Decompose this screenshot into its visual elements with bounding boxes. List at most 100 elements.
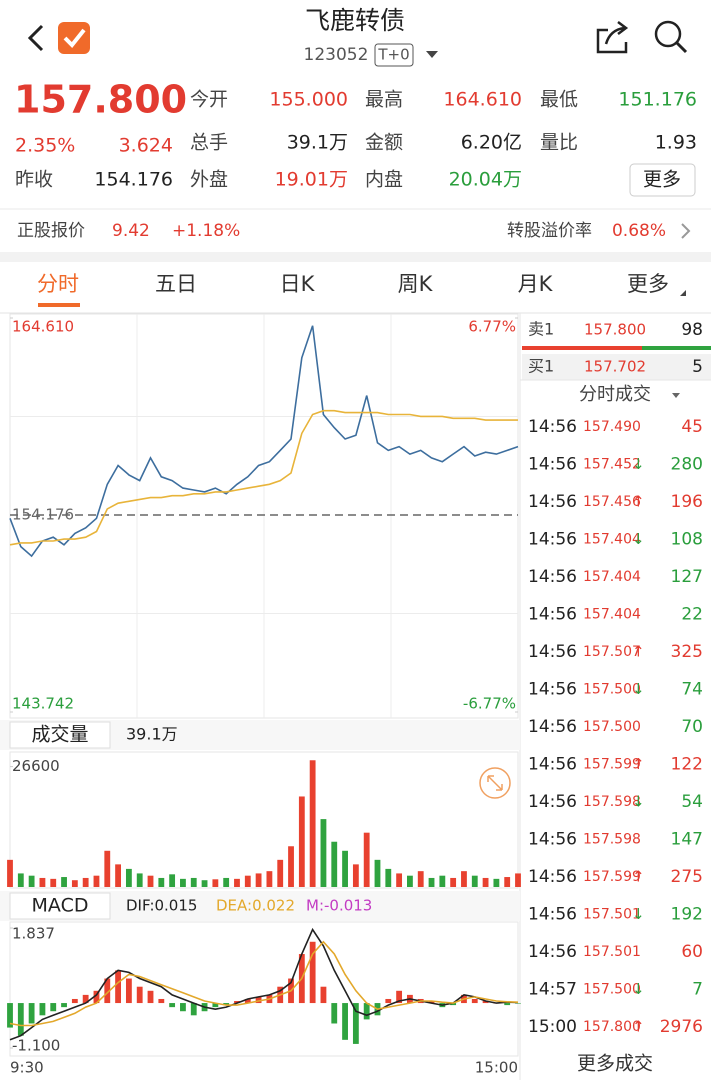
book-label: 买1 <box>528 357 554 376</box>
macd-bar <box>396 990 403 1004</box>
volume-bar <box>266 871 273 887</box>
macd-bar <box>104 978 111 1004</box>
macd-bar <box>158 998 165 1004</box>
bid-strength <box>642 346 711 350</box>
dropdown[interactable] <box>672 393 680 398</box>
macd-bar <box>180 1003 186 1012</box>
legend-entry: DEA:0.022 <box>216 897 295 915</box>
field-label: 金额 <box>365 132 403 154</box>
trade-volume: 275 <box>671 867 703 887</box>
tab[interactable]: 分时 <box>37 272 79 296</box>
field-label: 外盘 <box>190 169 228 191</box>
trade-price: 157.501 <box>583 944 641 960</box>
book-volume: 5 <box>692 357 703 377</box>
trade-time: 15:00 <box>528 1017 577 1037</box>
volume-bar <box>471 875 478 887</box>
volume-bar <box>320 819 327 887</box>
trade-time: 14:56 <box>528 792 577 812</box>
series-line <box>9 940 519 1027</box>
macd-tab[interactable] <box>9 892 111 920</box>
volume-frame <box>9 751 519 889</box>
volume-bar <box>201 880 208 887</box>
volume-bar <box>50 878 57 887</box>
tab[interactable]: 更多 <box>627 272 669 296</box>
title: 飞鹿转债 <box>305 6 405 35</box>
macd-bar <box>28 1003 35 1024</box>
field-value: 155.000 <box>269 89 348 111</box>
trade-time: 14:56 <box>528 455 577 475</box>
expand-button[interactable] <box>479 767 511 799</box>
tab[interactable]: 五日 <box>155 272 197 296</box>
search-button[interactable] <box>654 20 682 48</box>
back-button[interactable] <box>27 24 44 52</box>
trade-price: 157.456 <box>583 494 641 510</box>
volume-bar <box>396 873 403 887</box>
trade-dir: ↑ <box>632 755 645 773</box>
trade-dir: ↓ <box>632 980 645 998</box>
trade-volume: 325 <box>671 642 703 662</box>
volume-bar <box>115 864 121 887</box>
series-line <box>9 325 519 558</box>
tab[interactable]: 周K <box>398 272 434 296</box>
macd-bar <box>61 1003 67 1008</box>
macd-bar <box>471 998 478 1004</box>
trade-dir: ↑ <box>632 643 645 661</box>
volume-bar <box>93 875 100 887</box>
macd-bar <box>450 1003 457 1006</box>
tab-indicator <box>38 303 80 307</box>
stock-change: +1.18% <box>172 221 240 241</box>
check-mark <box>63 28 86 48</box>
macd-bar <box>363 1003 370 1020</box>
field-label: 内盘 <box>365 169 403 191</box>
tab[interactable]: 日K <box>280 272 316 296</box>
y-tick-label: 1.837 <box>12 925 55 943</box>
trade-dir: ↑ <box>632 1018 645 1036</box>
self-select-icon[interactable] <box>58 22 90 54</box>
legend-entry: DIF:0.015 <box>126 897 197 915</box>
trade-time: 14:56 <box>528 417 577 437</box>
stock-label: 正股报价 <box>17 221 85 241</box>
volume-tab[interactable] <box>9 721 111 749</box>
book-price: 157.800 <box>584 321 646 339</box>
trade-price: 157.500 <box>583 982 641 998</box>
volume-bar <box>7 859 13 887</box>
trade-price: 157.404 <box>583 607 641 623</box>
volume-bar <box>277 859 284 887</box>
trade-volume: 192 <box>671 905 703 925</box>
more-label[interactable]: 更多 <box>643 169 681 191</box>
macd-bar <box>82 994 89 1004</box>
volume-bar <box>342 850 348 887</box>
volume-bar <box>385 868 392 887</box>
field-value: 151.176 <box>618 89 697 111</box>
share-button[interactable] <box>596 21 629 54</box>
volume-bar <box>169 874 176 887</box>
trade-volume: 74 <box>681 680 703 700</box>
volume-bar <box>39 877 46 887</box>
macd-bar <box>93 990 100 1004</box>
macd-bar <box>342 1003 348 1040</box>
trade-volume: 127 <box>671 567 703 587</box>
more-trades[interactable]: 更多成交 <box>577 1053 653 1075</box>
macd-bar <box>504 1003 511 1006</box>
volume-bar <box>28 875 35 887</box>
series-line <box>9 927 519 1041</box>
more-button[interactable] <box>629 163 696 197</box>
field-label: 昨收 <box>15 169 53 191</box>
macd-bar <box>125 978 132 1004</box>
volume-bar <box>244 875 251 887</box>
chevron[interactable] <box>681 223 691 239</box>
volume-bar <box>212 879 219 887</box>
ask-strength <box>522 346 642 350</box>
trade-price: 157.490 <box>583 419 641 435</box>
trade-price: 157.598 <box>583 794 641 810</box>
trade-price: 157.598 <box>583 832 641 848</box>
trade-time: 14:56 <box>528 492 577 512</box>
trade-price: 157.501 <box>583 907 641 923</box>
macd-bar <box>147 990 154 1004</box>
field-label: 最高 <box>365 89 403 111</box>
tab[interactable]: 月K <box>518 272 554 296</box>
dropdown[interactable] <box>426 51 438 58</box>
volume-bar <box>125 868 132 887</box>
premium-label: 转股溢价率 <box>507 221 592 241</box>
